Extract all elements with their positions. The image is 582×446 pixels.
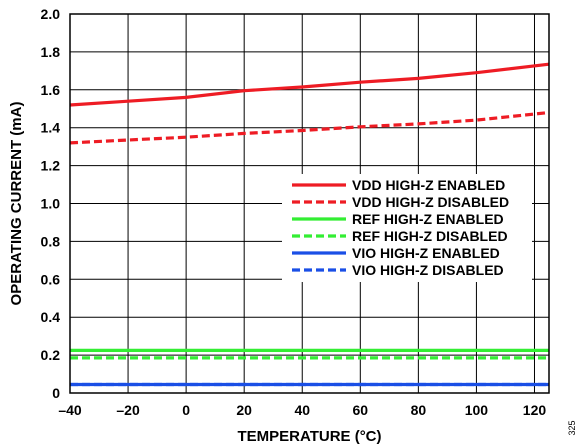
legend-label-vio-high-z-disabled: VIO HIGH-Z DISABLED [352, 262, 504, 278]
y-tick-label: 0.8 [41, 233, 61, 249]
y-tick-label: 0.4 [41, 309, 61, 325]
figure-id: 325 [567, 420, 577, 435]
y-tick-label: 1.2 [41, 158, 61, 174]
legend-label-ref-high-z-disabled: REF HIGH-Z DISABLED [352, 228, 508, 244]
plot-frame [69, 13, 550, 394]
x-tick-label: 120 [523, 402, 547, 418]
y-tick-label: 1.0 [41, 196, 61, 212]
x-tick-label: 60 [353, 402, 369, 418]
legend-label-vdd-high-z-disabled: VDD HIGH-Z DISABLED [352, 194, 509, 210]
y-tick-label: 1.8 [41, 44, 61, 60]
y-tick-label: 0 [52, 385, 60, 401]
series-line-vdd-high-z-enabled [69, 62, 550, 107]
legend-background [282, 174, 532, 282]
x-tick-label: –20 [116, 402, 140, 418]
y-tick-label: 0.6 [41, 271, 61, 287]
x-tick-label: 100 [465, 402, 489, 418]
x-tick-label: 80 [411, 402, 427, 418]
x-tick-label: 20 [236, 402, 252, 418]
tick-layer: –40 –20 0 20 40 60 80 100 120 0 0.2 0.4 0.6 0.8 1.0 1.2… [41, 6, 547, 418]
legend-label-vio-high-z-enabled: VIO HIGH-Z ENABLED [352, 245, 500, 261]
legend-label-ref-high-z-enabled: REF HIGH-Z ENABLED [352, 211, 504, 227]
series-layer [69, 62, 550, 387]
y-tick-label: 2.0 [41, 6, 61, 22]
x-axis-label: TEMPERATURE (°C) [237, 428, 381, 445]
y-tick-label: 0.2 [41, 347, 61, 363]
x-tick-label: –40 [58, 402, 82, 418]
x-tick-label: 40 [294, 402, 310, 418]
series-line-vdd-high-z-disabled [69, 110, 550, 145]
y-axis-label: OPERATING CURRENT (mA) [8, 102, 25, 306]
y-tick-label: 1.6 [41, 82, 61, 98]
legend-label-vdd-high-z-enabled: VDD HIGH-Z ENABLED [352, 177, 505, 193]
y-tick-label: 1.4 [41, 120, 61, 136]
x-tick-label: 0 [182, 402, 190, 418]
